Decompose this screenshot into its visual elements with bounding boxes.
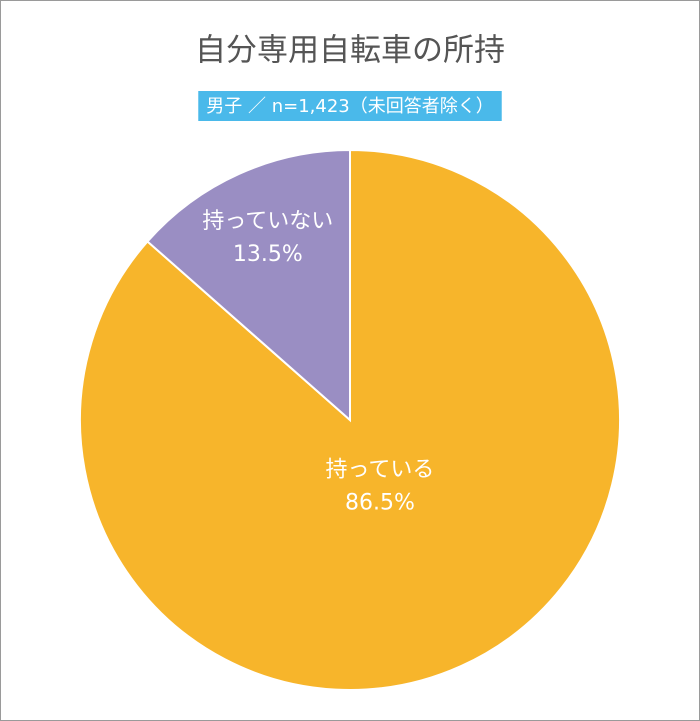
chart-subtitle: 男子 ／ n=1,423（未回答者除く） [206, 96, 493, 117]
subtitle-box [198, 91, 502, 121]
slice-label: 持っていない [202, 209, 333, 234]
chart-title: 自分専用自転車の所持 [195, 33, 505, 69]
pie-slice [146, 148, 351, 423]
slice-label: 持っている [326, 457, 435, 482]
slice-value-label: 86.5% [345, 490, 415, 515]
slice-value-label: 13.5% [233, 242, 303, 267]
